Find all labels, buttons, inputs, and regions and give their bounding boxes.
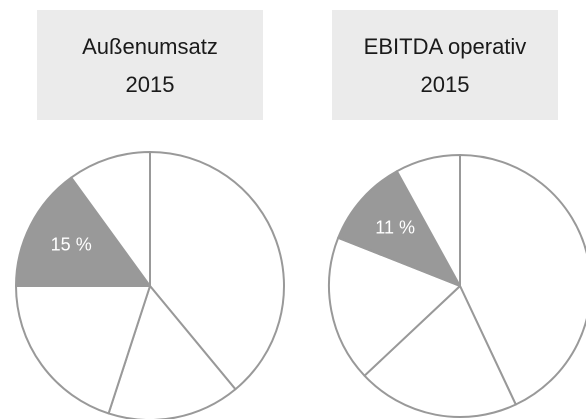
pie-slice <box>337 170 461 287</box>
pie-slice <box>107 285 237 419</box>
chart-title: EBITDA operativ <box>364 34 527 59</box>
title-box <box>37 10 263 120</box>
slice-label: 11 % <box>375 218 415 238</box>
pie-slice <box>70 151 151 287</box>
slice-label: 15 % <box>51 235 92 255</box>
chart-title: 2015 <box>421 72 470 97</box>
pie-slice <box>459 154 586 406</box>
chart-title: Außenumsatz <box>82 34 218 59</box>
pie-slice <box>395 154 461 287</box>
pie-slice <box>363 285 517 418</box>
chart-title: 2015 <box>126 72 175 97</box>
pie-slice <box>328 236 461 377</box>
pie-slice <box>15 176 151 287</box>
title-box <box>332 10 558 120</box>
pie-slice <box>149 151 285 391</box>
pie-slice <box>15 285 151 415</box>
